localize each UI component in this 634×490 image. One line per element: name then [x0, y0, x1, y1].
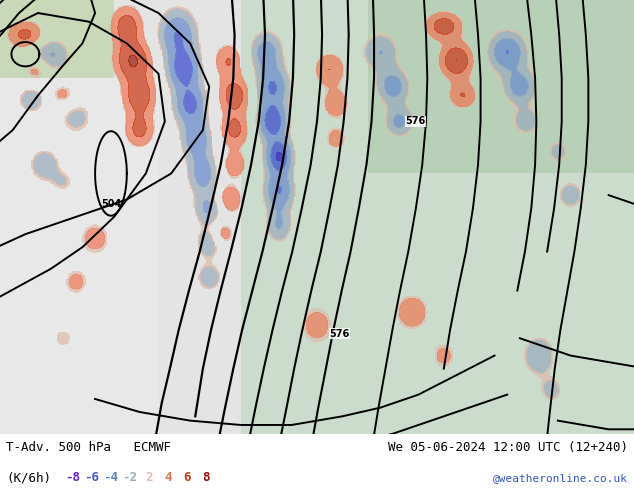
Bar	[0, 0, 241, 434]
Text: 576: 576	[329, 329, 349, 339]
Text: T-Adv. 500 hPa   ECMWF: T-Adv. 500 hPa ECMWF	[6, 441, 171, 454]
Text: -6: -6	[84, 471, 100, 484]
Text: -4: -4	[103, 471, 119, 484]
Text: 576: 576	[405, 117, 425, 126]
Bar	[0, 78, 158, 434]
Text: 504: 504	[101, 199, 121, 209]
Text: 2: 2	[145, 471, 153, 484]
Text: -2: -2	[122, 471, 138, 484]
Text: -8: -8	[65, 471, 81, 484]
Bar	[0, 0, 114, 78]
Text: We 05-06-2024 12:00 UTC (12+240): We 05-06-2024 12:00 UTC (12+240)	[387, 441, 628, 454]
Text: 6: 6	[183, 471, 191, 484]
Bar	[368, 0, 634, 173]
Text: 4: 4	[164, 471, 172, 484]
Bar	[241, 0, 634, 434]
Text: (K/6h): (K/6h)	[6, 471, 51, 484]
Text: 8: 8	[202, 471, 210, 484]
Text: @weatheronline.co.uk: @weatheronline.co.uk	[493, 472, 628, 483]
